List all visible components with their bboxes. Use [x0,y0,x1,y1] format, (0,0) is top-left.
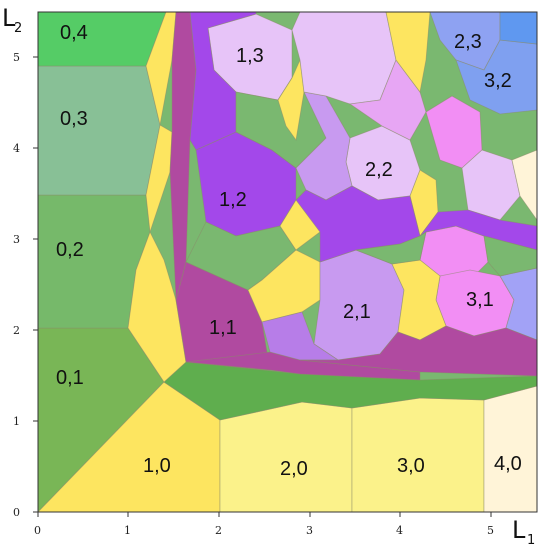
label-0-2: 0,2 [56,239,84,261]
label-3-1: 3,1 [466,289,494,311]
x-tick-label: 2 [215,524,222,537]
plot-frame [37,11,538,513]
region-pale-top [291,11,397,105]
region-labels: 0,4 0,3 0,2 0,1 1,0 2,0 3,0 4,0 1,1 1,2 … [56,22,522,480]
y-tick-label: 4 [13,142,20,155]
x-tick-label: 1 [124,524,131,537]
region-0-3 [37,65,161,196]
y-tick-label: 5 [13,51,20,64]
label-4-0: 4,0 [494,453,522,475]
label-2-1: 2,1 [343,301,371,323]
y-tick-label: 3 [13,233,20,246]
region-green-right [354,231,427,265]
label-0-1: 0,1 [56,367,84,389]
y-axis-subscript: 2 [14,21,22,36]
region-band-lower [163,361,538,421]
region-wedge-left [127,230,187,383]
label-1-2: 1,2 [219,189,247,211]
region-magenta-right [299,325,538,377]
y-tick-label: 2 [13,324,20,337]
x-axis-subscript: 1 [527,533,535,546]
region-2-0 [219,401,353,513]
label-2-2: 2,2 [365,159,393,181]
region-4-0 [483,385,538,513]
label-3-2: 3,2 [484,70,512,92]
region-pink-top [348,59,427,141]
y-tick-label: 1 [13,415,20,428]
region-yellow-c4 [385,11,431,93]
label-1-1: 1,1 [209,317,237,339]
region-green-right2 [483,235,538,277]
region-blue-top [499,11,538,45]
x-axis: 0 1 2 3 4 5 [34,512,494,537]
label-2-0: 2,0 [280,458,308,480]
plot-area [37,11,538,513]
label-3-0: 3,0 [397,455,425,477]
label-1-0: 1,0 [143,455,171,477]
label-2-3: 2,3 [454,31,482,53]
x-tick-label: 5 [487,524,494,537]
label-1-3: 1,3 [236,45,264,67]
x-tick-label: 3 [306,524,313,537]
y-axis: 0 1 2 3 4 5 [13,51,38,519]
y-axis-title: L [2,4,16,32]
label-0-3: 0,3 [60,108,88,130]
x-tick-label: 0 [34,524,41,537]
region-0-4 [37,11,167,67]
x-tick-label: 4 [396,524,403,537]
x-axis-title: L [512,516,526,544]
region-purple-band [295,185,421,263]
y-tick-label: 0 [13,506,20,519]
label-0-4: 0,4 [60,22,88,44]
